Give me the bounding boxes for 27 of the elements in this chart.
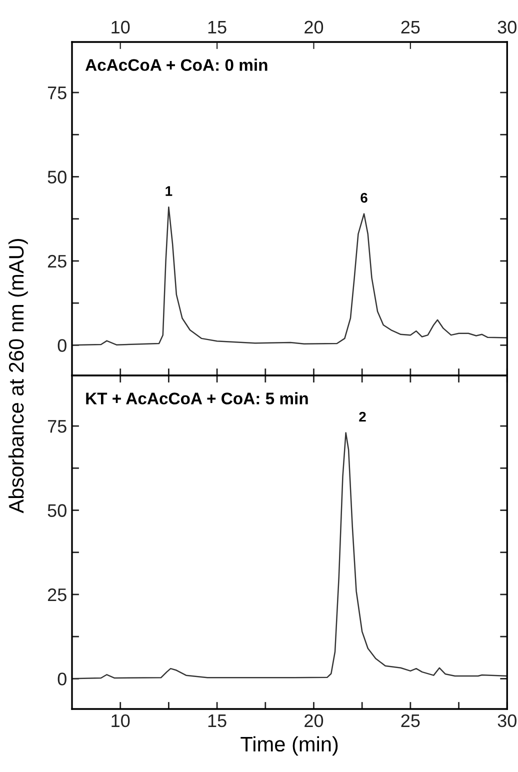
x2-tick-label: 20 (304, 20, 324, 34)
y-tick-label: 0 (58, 339, 66, 352)
x-tick-label: 15 (208, 714, 226, 728)
x2-tick-label: 25 (401, 20, 420, 34)
y-tick-label: 75 (48, 420, 66, 433)
x-tick-label: 30 (498, 714, 516, 728)
line-series (72, 432, 508, 680)
y-tick-label: 25 (48, 254, 66, 268)
text: AcAcCoA + CoA: 0 min (85, 58, 268, 71)
annotation: 6 (360, 192, 368, 203)
annotation: 1 (166, 186, 172, 196)
annotation: 2 (359, 412, 366, 422)
text: KT + AcAcCoA + CoA: 5 min (86, 392, 308, 404)
line-series (72, 206, 508, 346)
y-axis-title: Absorbance at 260 nm (mAU) (8, 238, 28, 514)
x-tick-label: 10 (112, 714, 130, 728)
y-tick-label: 75 (48, 86, 66, 100)
x-tick-label: 20 (304, 714, 324, 728)
y-tick-label: 50 (48, 504, 66, 517)
y-tick-label: 50 (48, 170, 66, 184)
y-tick-label: 25 (48, 588, 66, 602)
y-tick-label: 0 (58, 672, 66, 686)
x2-tick-label: 30 (498, 20, 516, 34)
x2-tick-label: 15 (208, 20, 226, 34)
x-axis-title: Time (min) (240, 736, 338, 756)
x-tick-label: 25 (401, 714, 420, 728)
x2-tick-label: 10 (112, 20, 130, 34)
